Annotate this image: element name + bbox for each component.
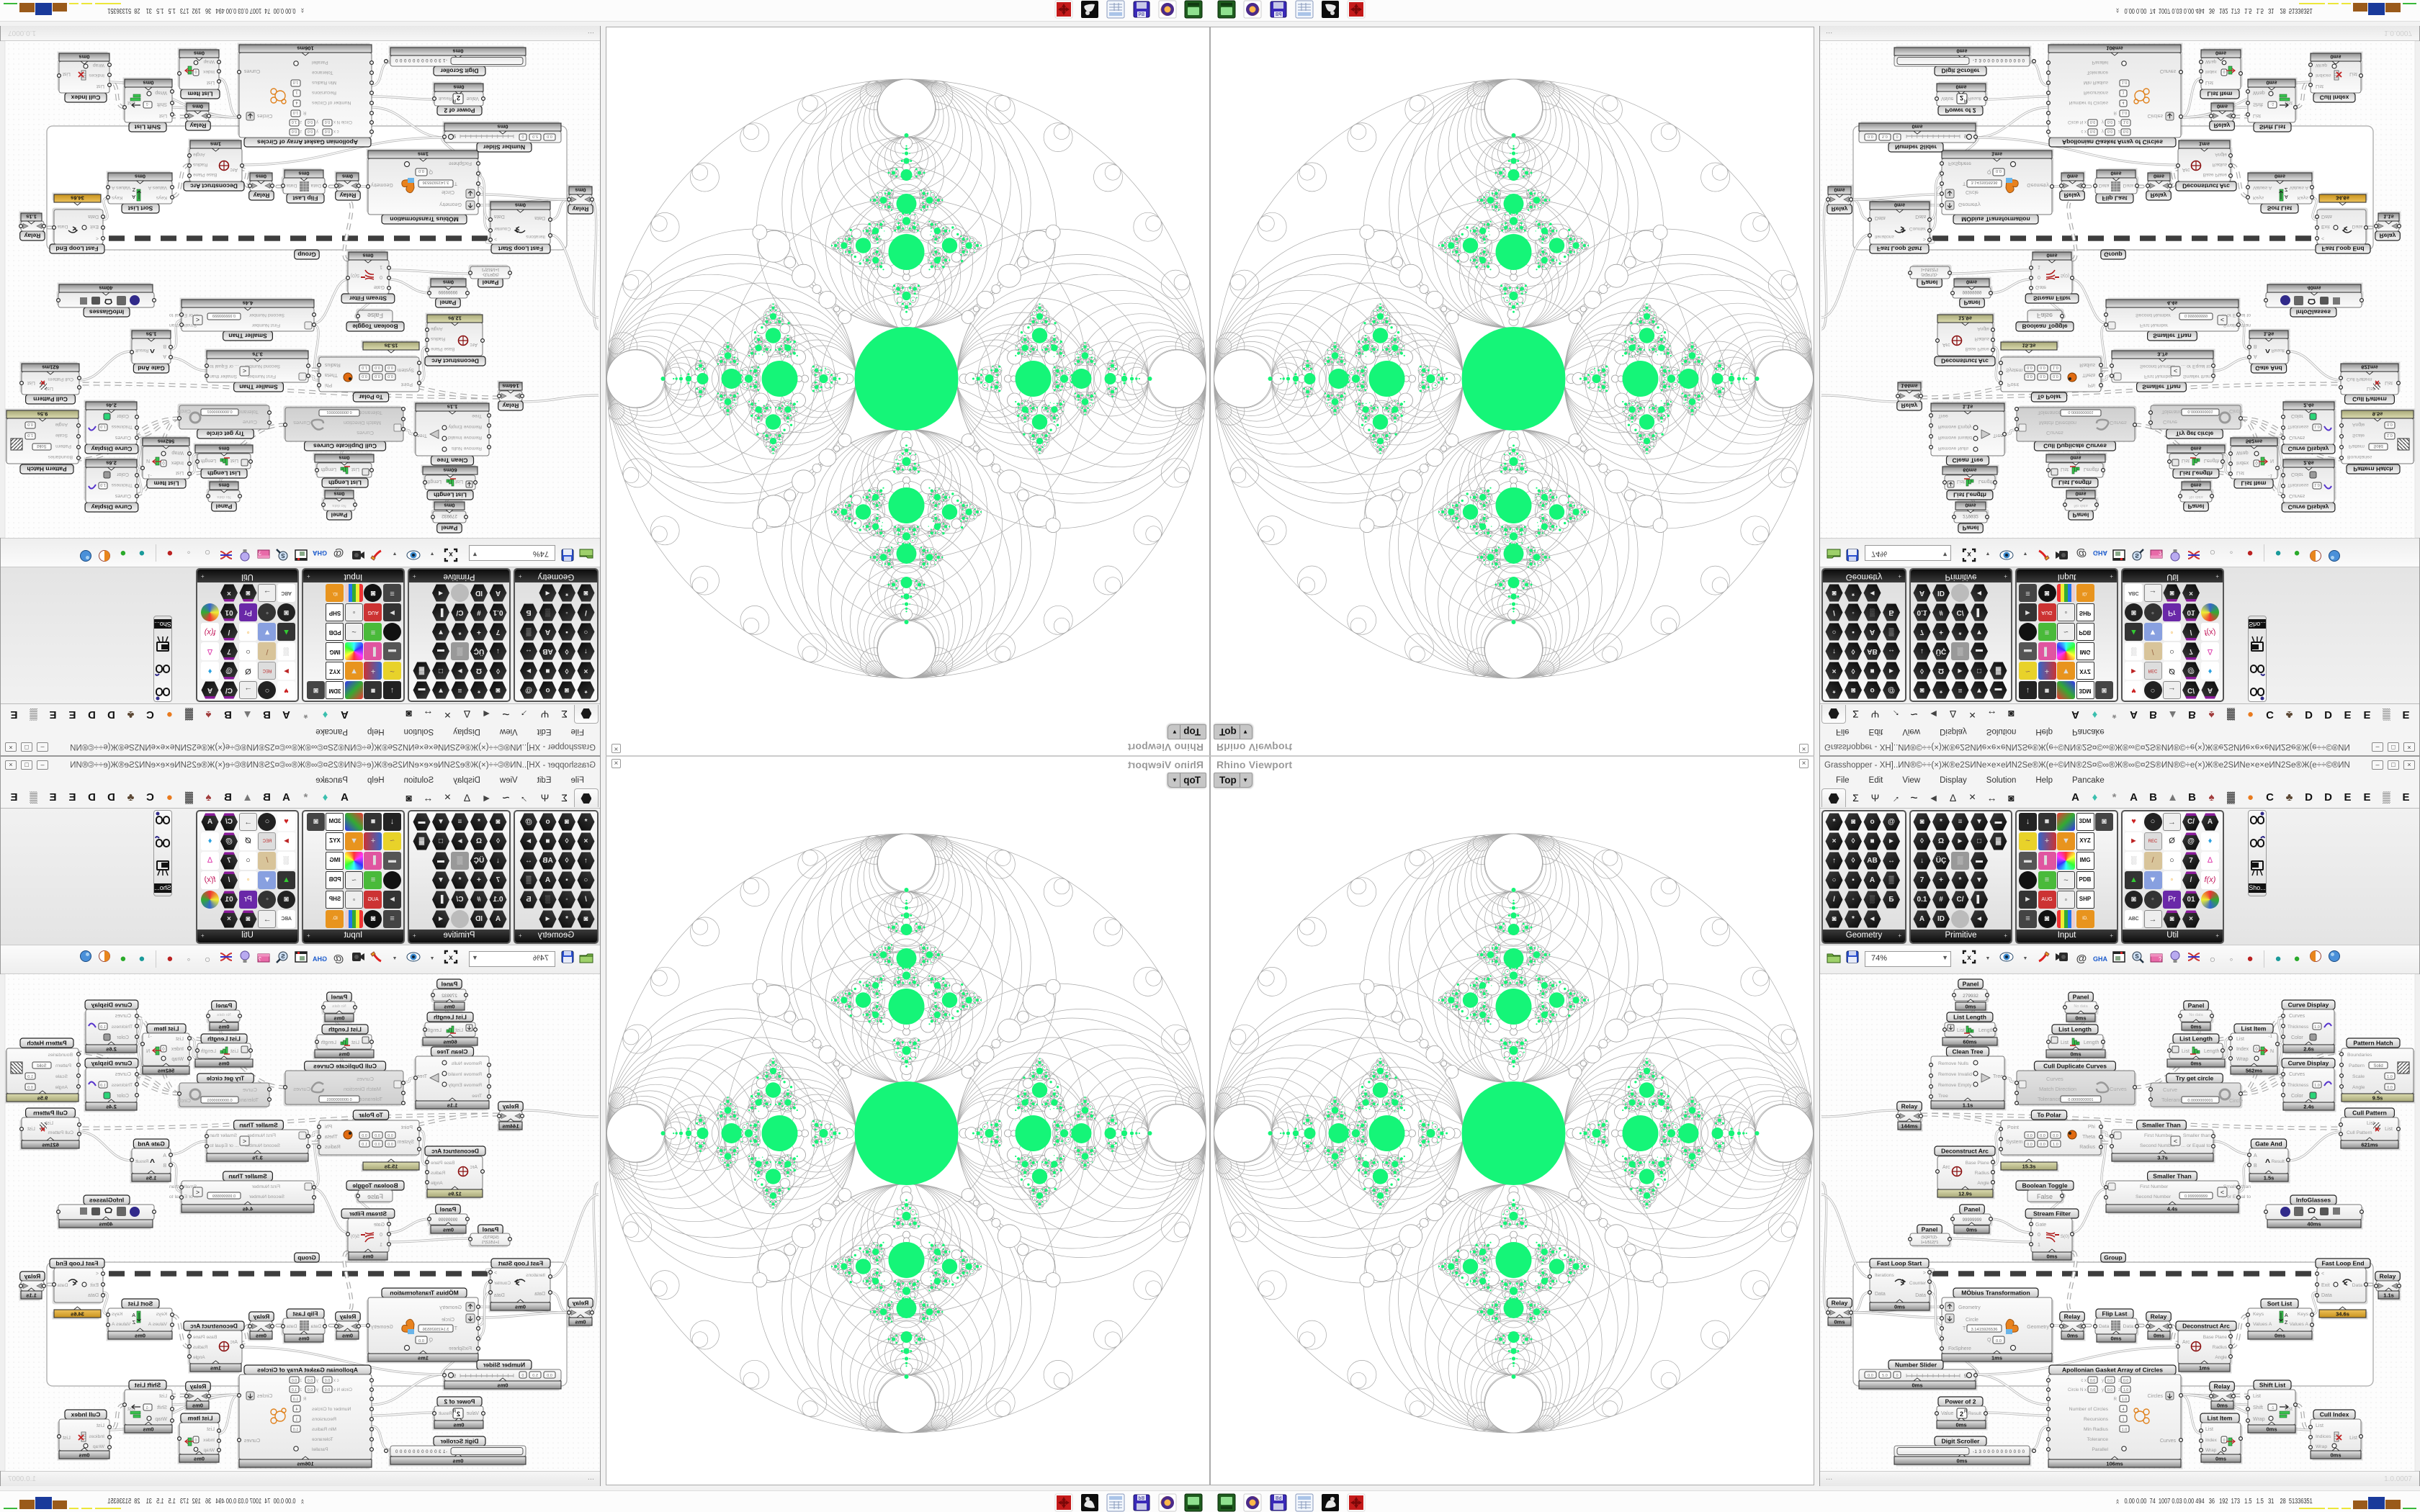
- svg-text:Bd: Bd: [1138, 11, 1144, 16]
- svg-text:S: S: [2135, 552, 2139, 559]
- svg-text:S: S: [2135, 953, 2139, 960]
- svg-text:?: ?: [258, 956, 261, 963]
- svg-text:?: ?: [258, 549, 261, 556]
- svg-text:x: x: [449, 550, 453, 558]
- svg-text:x: x: [1967, 954, 1971, 962]
- svg-text:?: ?: [2159, 549, 2162, 556]
- svg-text:x: x: [449, 954, 453, 962]
- svg-text:S: S: [281, 953, 285, 960]
- svg-text:?: ?: [2159, 956, 2162, 963]
- svg-text:Bd: Bd: [1138, 1496, 1144, 1501]
- svg-text:Bd: Bd: [1276, 1496, 1282, 1501]
- svg-text:x: x: [1967, 550, 1971, 558]
- svg-text:S: S: [281, 552, 285, 559]
- svg-text:Bd: Bd: [1276, 11, 1282, 16]
